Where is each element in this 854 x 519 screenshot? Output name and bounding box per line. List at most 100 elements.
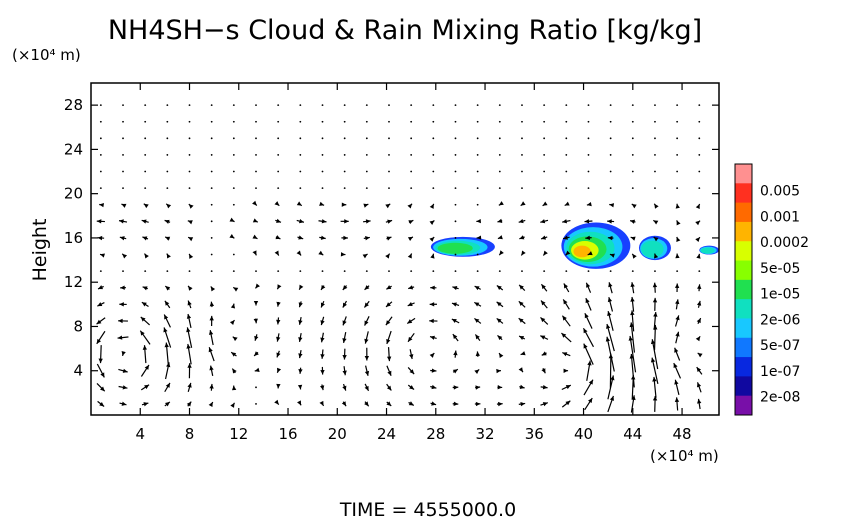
wind-vector-head [140,316,146,322]
wind-vector-head [587,398,593,404]
wind-vector-head [277,284,282,290]
wind-vector-head [695,237,700,243]
wind-vector-head [342,320,347,326]
wind-vector-head [385,320,391,326]
wind-vector-head [386,285,392,290]
wind-dot [99,104,102,107]
wind-dot [210,154,213,156]
wind-vector-head [583,328,588,334]
wind-dot [410,154,413,156]
wind-vector-head [385,203,391,209]
colorbar-label: 2e-06 [760,312,800,328]
wind-vector-head [632,253,637,259]
wind-vector-head [119,302,124,307]
y-tick-label: 12 [64,273,83,291]
wind-dot [166,270,169,273]
wind-vector-head [565,250,571,256]
wind-dot [277,187,280,190]
wind-dot [654,170,656,173]
wind-vector-head [676,220,681,226]
wind-vector-head [255,283,260,289]
wind-dot [255,386,257,389]
colorbar-swatch [735,395,752,416]
wind-dot [255,137,257,140]
wind-vector-head [386,236,392,241]
wind-vector-head [186,343,191,349]
wind-dot [432,170,435,173]
y-tick-label: 20 [64,185,83,203]
wind-dot [410,187,413,190]
wind-vector-head [429,353,435,358]
wind-vector-head [298,353,303,359]
wind-vector-head [230,303,236,309]
wind-dot [521,154,523,156]
wind-vector-head [675,299,680,305]
wind-dot [365,270,368,273]
wind-vector-head [607,297,613,303]
wind-dot [144,187,147,190]
wind-dot [498,270,501,273]
wind-vector-head [99,203,104,208]
wind-vector-head [496,318,502,323]
wind-vector-head [188,285,193,291]
wind-dot [232,104,235,107]
wind-vector-head [276,218,282,223]
wind-vector-head [586,202,592,207]
wind-vector-head [117,335,123,340]
wind-dot [299,137,302,140]
wind-vector-head [320,369,325,375]
wind-dot [565,120,568,123]
wind-vector-head [276,336,281,342]
wind-vector-head [654,253,659,259]
wind-dot [432,104,435,107]
wind-vector-head [430,253,435,259]
wind-vector-head [187,382,192,388]
wind-vector-head [187,363,192,368]
wind-dot [676,154,679,156]
wind-dot [476,270,479,273]
wind-dot [498,104,501,107]
colorbar-swatch [735,260,752,281]
wind-dot [543,120,546,123]
wind-vector-head [496,301,502,307]
wind-vector-head [496,285,502,290]
wind-vector-head [299,219,304,224]
wind-vector-head [144,364,149,370]
wind-vector-head [119,236,125,241]
wind-vector-head [496,368,501,374]
x-tick-label: 24 [377,425,396,443]
wind-dot [99,137,102,140]
wind-vector-head [452,285,458,291]
wind-vector-head [452,334,458,339]
wind-vector-head [164,300,170,306]
wind-vector-head [540,335,546,340]
wind-vector-head [299,284,304,290]
wind-vector-head [143,402,149,407]
wind-vector-head [320,385,325,391]
wind-dot [122,270,124,273]
wind-vector-head [96,319,102,325]
wind-vector-head [609,203,615,208]
wind-vector-head [98,285,104,290]
wind-dot [454,237,457,239]
wind-vector-head [275,235,281,240]
wind-dot [255,154,257,156]
wind-vector-head [342,338,347,343]
wind-dot [609,154,612,156]
wind-vector-head [563,235,568,240]
wind-dot [654,154,656,156]
wind-vector-head [408,336,413,342]
colorbar-label: 1e-07 [760,364,800,380]
wind-vector-head [165,286,171,291]
wind-dot [388,104,390,107]
wind-vector-head [674,379,679,385]
wind-dot [609,270,612,273]
wind-dot [521,137,523,140]
wind-dot [676,120,679,123]
wind-vector-head [188,204,194,209]
wind-vector-head [518,301,524,307]
wind-vector-head [319,400,324,406]
wind-vector-head [561,333,567,338]
wind-vector-head [386,302,391,307]
colorbar-swatch [735,299,752,319]
